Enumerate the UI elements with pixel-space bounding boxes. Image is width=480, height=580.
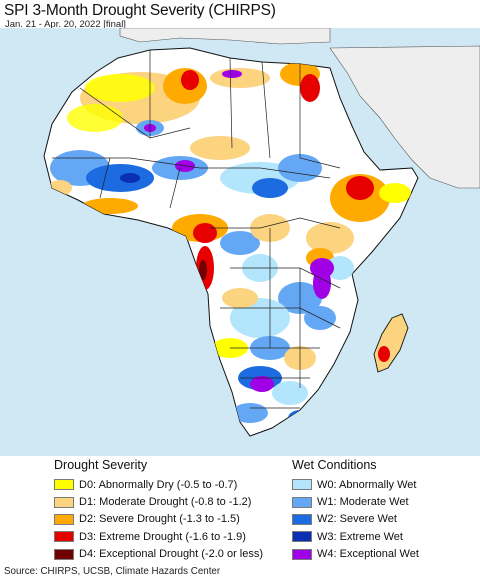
- drought-legend-label: D1: Moderate Drought (-0.8 to -1.2): [79, 496, 252, 509]
- wet-legend-item: W0: Abnormally Wet: [292, 476, 419, 493]
- wet-legend-label: W2: Severe Wet: [317, 513, 397, 526]
- drought-legend-label: D2: Severe Drought (-1.3 to -1.5): [79, 513, 240, 526]
- drought-legend-label: D3: Extreme Drought (-1.6 to -1.9): [79, 530, 246, 543]
- map-title: SPI 3-Month Drought Severity (CHIRPS): [4, 2, 276, 19]
- wet-swatch: [292, 496, 312, 508]
- wet-legend-label: W1: Moderate Wet: [317, 496, 409, 509]
- wet-legend-item: W1: Moderate Wet: [292, 493, 419, 510]
- madagascar: [373, 313, 409, 373]
- drought-legend: Drought Severity D0: Abnormally Dry (-0.…: [54, 456, 263, 563]
- wet-swatch: [292, 531, 312, 543]
- source-note: Source: CHIRPS, UCSB, Climate Hazards Ce…: [4, 566, 221, 577]
- wet-legend-label: W0: Abnormally Wet: [317, 478, 417, 491]
- legend: Drought Severity D0: Abnormally Dry (-0.…: [0, 456, 480, 562]
- drought-swatch: [54, 479, 74, 491]
- drought-swatch: [54, 513, 74, 525]
- drought-legend-label: D0: Abnormally Dry (-0.5 to -0.7): [79, 478, 238, 491]
- drought-legend-item: D4: Exceptional Drought (-2.0 or less): [54, 546, 263, 563]
- wet-legend-title: Wet Conditions: [292, 458, 377, 472]
- wet-legend: Wet Conditions W0: Abnormally Wet W1: Mod…: [292, 456, 419, 563]
- country-borders: [52, 50, 341, 409]
- drought-legend-item: D3: Extreme Drought (-1.6 to -1.9): [54, 528, 263, 545]
- wet-swatch: [292, 548, 312, 560]
- drought-legend-label: D4: Exceptional Drought (-2.0 or less): [79, 548, 264, 561]
- wet-legend-item: W2: Severe Wet: [292, 511, 419, 528]
- wet-swatch: [292, 513, 312, 525]
- madagascar-drought-patch: [378, 346, 390, 362]
- wet-legend-label: W3: Extreme Wet: [317, 530, 403, 543]
- wet-legend-label: W4: Exceptional Wet: [317, 548, 419, 561]
- map-subtitle: Jan. 21 - Apr. 20, 2022 [final]: [5, 19, 126, 30]
- drought-swatch: [54, 548, 74, 560]
- arabian-peninsula: [329, 45, 480, 189]
- drought-legend-item: D1: Moderate Drought (-0.8 to -1.2): [54, 493, 263, 510]
- drought-swatch: [54, 531, 74, 543]
- africa-drought-map: [0, 28, 480, 456]
- wet-legend-item: W3: Extreme Wet: [292, 528, 419, 545]
- wet-swatch: [292, 479, 312, 491]
- drought-legend-title: Drought Severity: [54, 458, 148, 472]
- europe-landmass: [119, 28, 331, 45]
- drought-swatch: [54, 496, 74, 508]
- wet-legend-item: W4: Exceptional Wet: [292, 546, 419, 563]
- drought-legend-item: D0: Abnormally Dry (-0.5 to -0.7): [54, 476, 263, 493]
- drought-legend-item: D2: Severe Drought (-1.3 to -1.5): [54, 511, 263, 528]
